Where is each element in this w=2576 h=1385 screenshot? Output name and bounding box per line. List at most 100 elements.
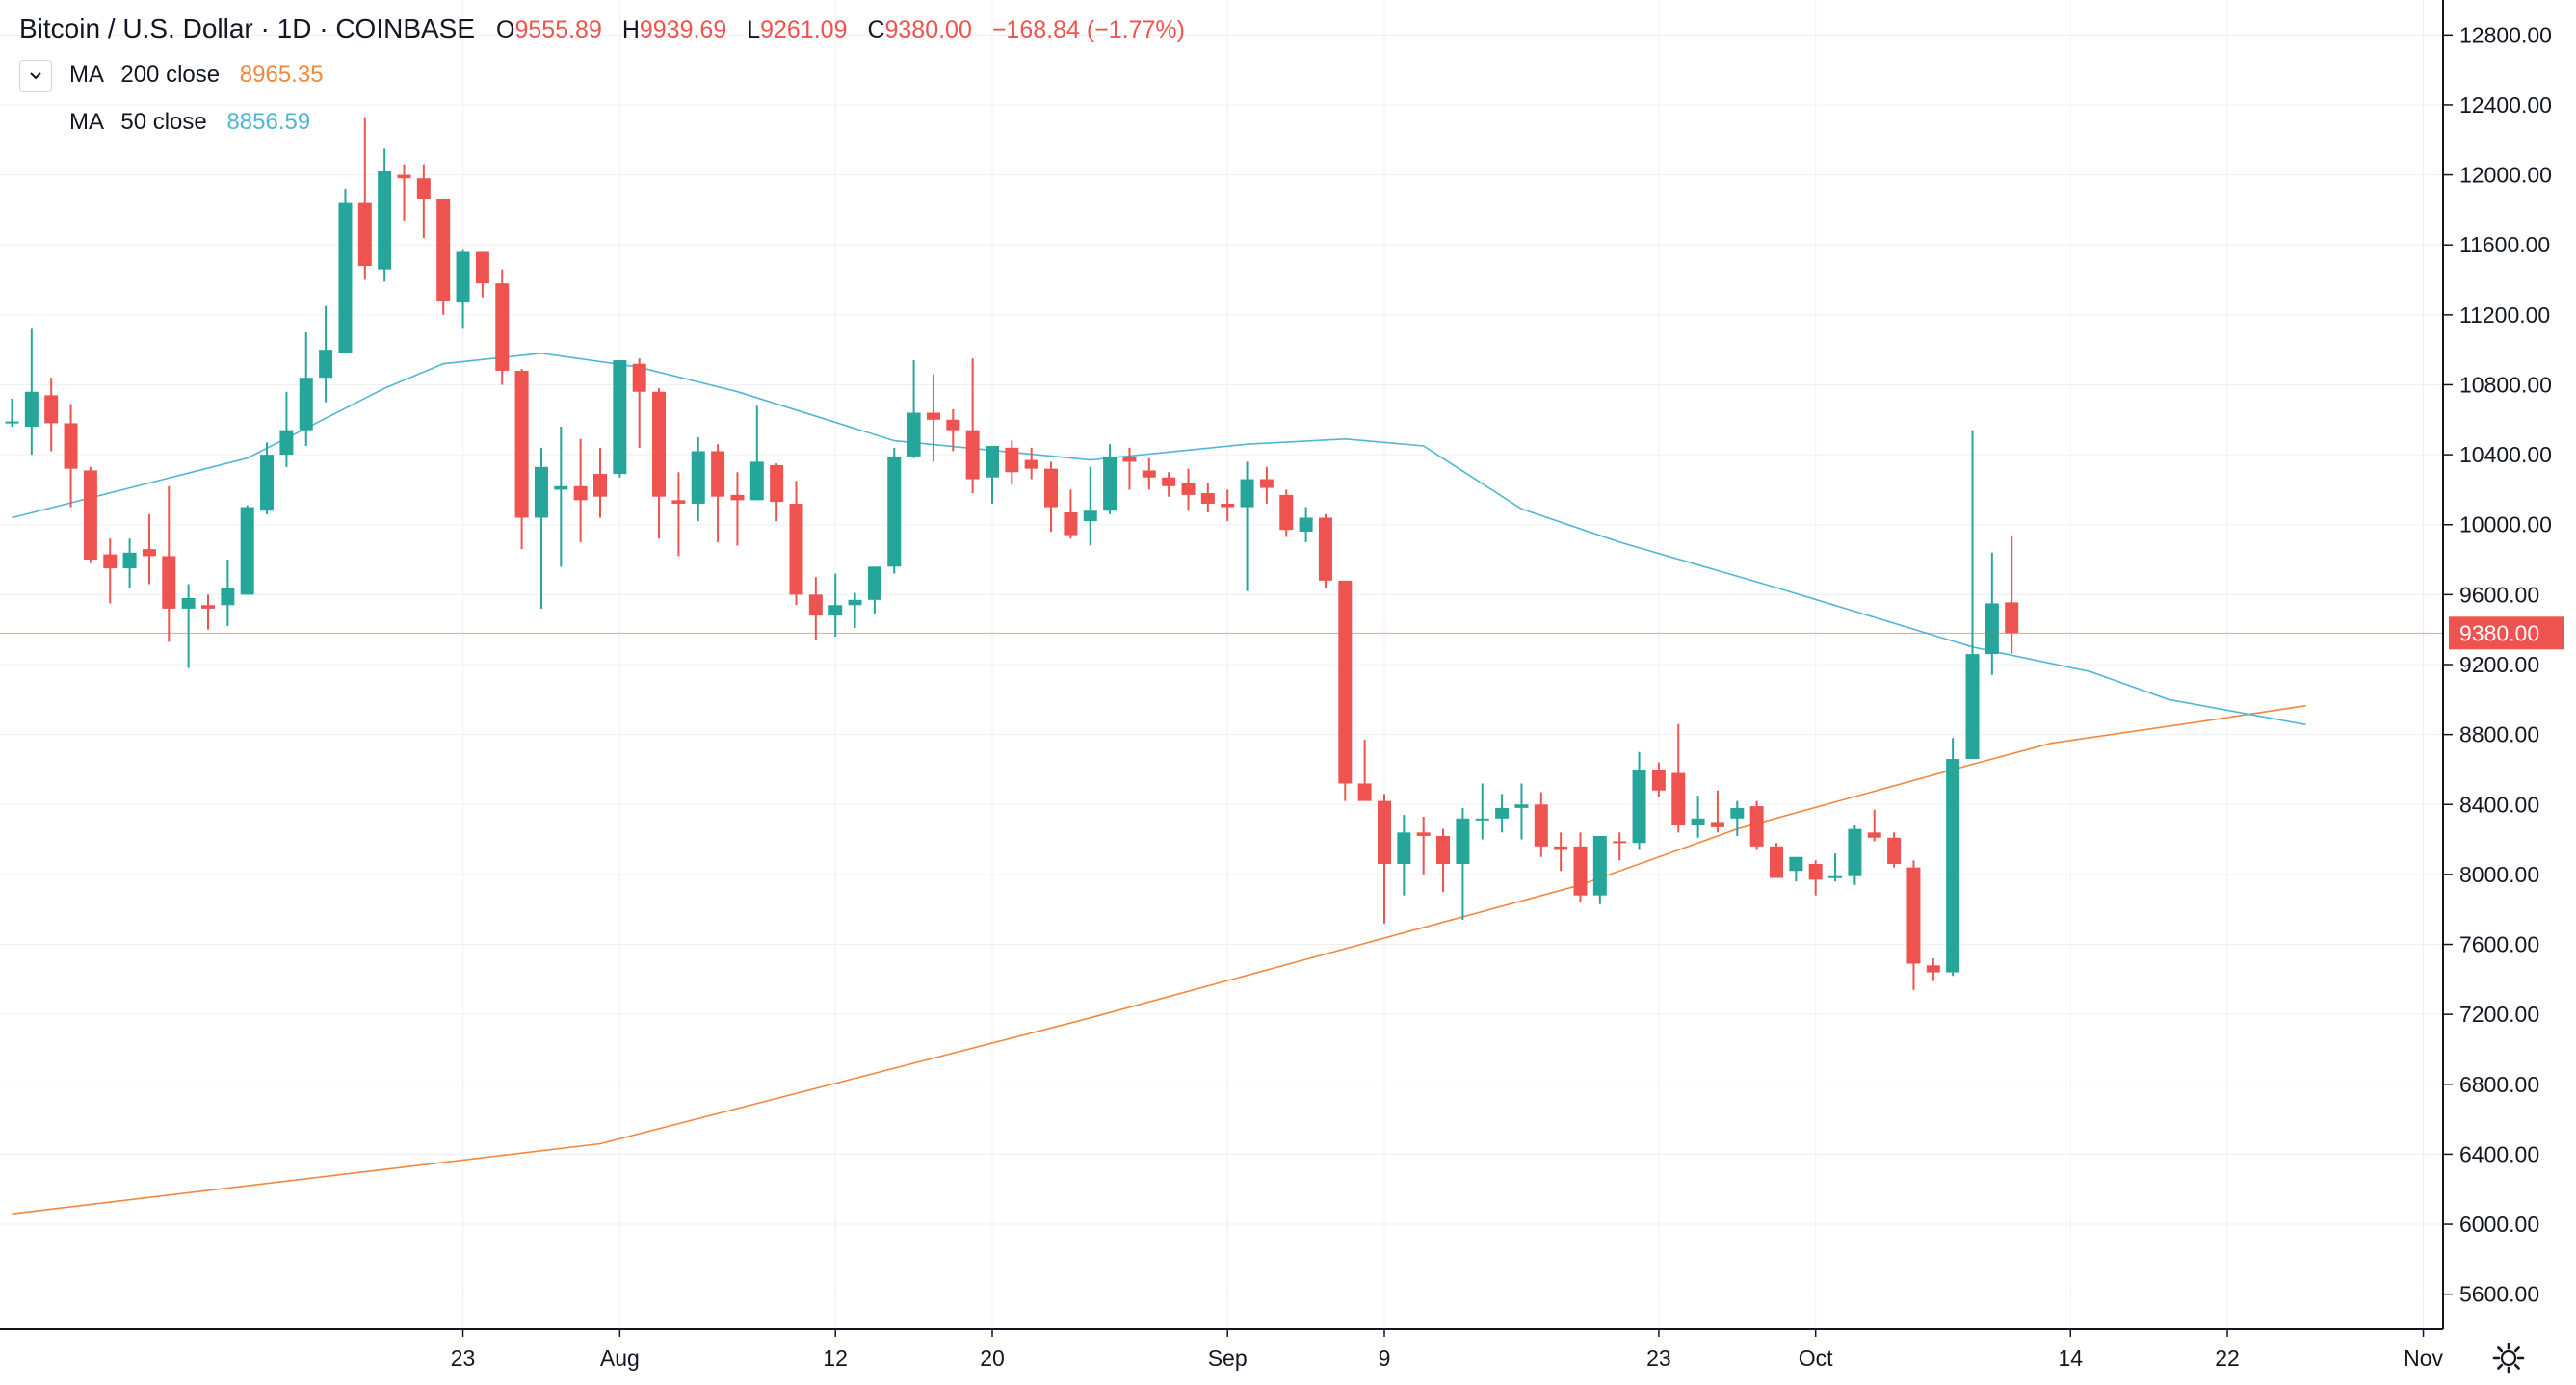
- y-tick-label: 10000.00: [2459, 512, 2552, 537]
- candle-body: [1181, 483, 1196, 495]
- x-tick-label: 9: [1379, 1346, 1391, 1371]
- candle: [749, 405, 764, 501]
- candle-body: [1985, 603, 1999, 655]
- candle: [1926, 958, 1940, 981]
- candle: [1024, 447, 1038, 480]
- candle: [1181, 468, 1196, 511]
- y-tick-label: 7200.00: [2459, 1002, 2539, 1027]
- y-tick-label: 10800.00: [2459, 372, 2552, 397]
- indicator-ma-200[interactable]: MA 200 close 8965.35: [69, 62, 324, 89]
- candle-body: [770, 465, 784, 503]
- candle: [789, 481, 803, 606]
- candle-body: [1632, 769, 1646, 844]
- candle: [1906, 860, 1921, 990]
- candle: [613, 360, 627, 478]
- candle: [1299, 507, 1313, 542]
- candle: [1867, 809, 1881, 842]
- candle-body: [848, 599, 862, 606]
- candle: [357, 117, 372, 280]
- low-value: 9261.09: [760, 16, 848, 43]
- candle: [1103, 444, 1117, 514]
- time-axis[interactable]: 23Aug1220Sep923Oct1422Nov1119: [451, 1329, 2576, 1371]
- candle-body: [652, 391, 667, 497]
- candle-body: [1613, 841, 1627, 844]
- candle-body: [1024, 459, 1038, 469]
- candle: [1749, 800, 1764, 850]
- candle-body: [1200, 493, 1215, 504]
- candle: [514, 369, 529, 550]
- candle-body: [1965, 654, 1980, 760]
- candle-body: [986, 446, 999, 478]
- y-tick-label: 12400.00: [2459, 92, 2552, 118]
- candle-body: [613, 360, 627, 475]
- candle: [436, 199, 451, 315]
- candle-body: [1848, 828, 1862, 876]
- candle-body: [378, 170, 392, 270]
- candle: [1456, 807, 1470, 921]
- candle-body: [240, 507, 254, 595]
- candle: [887, 447, 902, 574]
- candle-body: [475, 251, 489, 284]
- candle: [593, 447, 607, 518]
- candle: [1259, 466, 1274, 504]
- candle-body: [1103, 456, 1117, 511]
- candle: [1436, 828, 1451, 893]
- candle: [1808, 860, 1823, 896]
- candle-body: [534, 466, 548, 518]
- candle: [691, 436, 705, 522]
- symbol-name[interactable]: Bitcoin / U.S. Dollar: [19, 13, 253, 43]
- candle-body: [1534, 804, 1548, 847]
- candle-body: [142, 549, 156, 557]
- candle-body: [593, 474, 607, 497]
- candle-body: [416, 178, 431, 199]
- candle: [240, 505, 254, 595]
- candle-body: [5, 421, 19, 424]
- candle: [122, 538, 137, 588]
- candle: [1514, 783, 1529, 840]
- x-tick-label: Nov: [2404, 1346, 2443, 1371]
- indicator-value: 8965.35: [239, 62, 324, 88]
- candle-body: [1378, 800, 1391, 864]
- x-tick-label: 23: [451, 1346, 476, 1371]
- candle: [946, 408, 960, 452]
- close-value: 9380.00: [884, 16, 972, 43]
- candle: [416, 164, 431, 238]
- candle-body: [632, 363, 646, 392]
- candle: [181, 584, 196, 668]
- candle-body: [299, 378, 313, 431]
- candle-body: [1064, 512, 1078, 536]
- candle-body: [1789, 856, 1803, 872]
- candle: [103, 538, 118, 604]
- candle: [338, 189, 353, 353]
- candle-body: [1808, 864, 1823, 880]
- y-tick-label: 6800.00: [2459, 1072, 2539, 1097]
- ma-line-0: [12, 704, 2306, 1215]
- collapse-legend-button[interactable]: [19, 60, 52, 92]
- candle-body: [1318, 517, 1332, 581]
- candle: [2005, 535, 2019, 654]
- candle-body: [1259, 479, 1274, 488]
- candle: [1592, 835, 1607, 904]
- candle-body: [2005, 602, 2019, 634]
- candle-body: [1122, 456, 1137, 462]
- gear-icon[interactable]: [2489, 1339, 2528, 1377]
- candle-body: [181, 598, 196, 609]
- candle-body: [83, 470, 97, 561]
- candle: [1279, 489, 1294, 537]
- candle: [730, 472, 745, 546]
- price-axis[interactable]: 5600.00 6000.00 6400.00 6800.00 7200.00 7600.…: [2443, 22, 2552, 1307]
- candle-body: [946, 419, 960, 431]
- candle: [1416, 816, 1431, 875]
- candle-body: [221, 588, 235, 606]
- interval-label[interactable]: 1D: [276, 13, 312, 43]
- candle: [1083, 466, 1097, 546]
- candle-body: [573, 485, 588, 501]
- x-tick-label: 23: [1646, 1346, 1671, 1371]
- change-value: −168.84 (−1.77%): [991, 16, 1185, 43]
- indicator-ma-50[interactable]: MA 50 close 8856.59: [69, 109, 310, 136]
- candle-body: [1142, 470, 1156, 478]
- candle-body: [1240, 479, 1254, 508]
- candle: [1573, 832, 1588, 902]
- candle: [1887, 832, 1902, 868]
